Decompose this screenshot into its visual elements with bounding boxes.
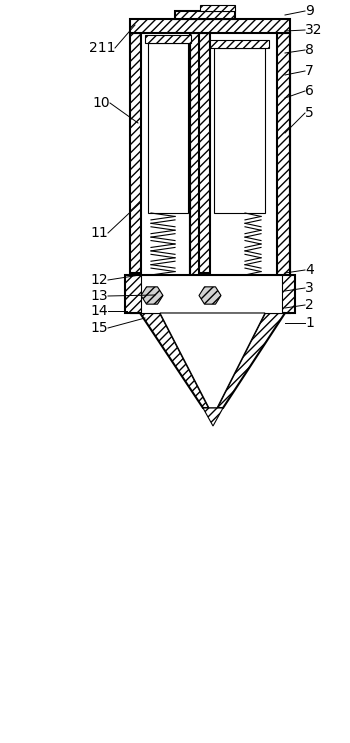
Bar	[214, 48, 265, 213]
Polygon shape	[217, 313, 285, 408]
Polygon shape	[199, 287, 221, 304]
Bar	[199, 33, 210, 273]
Text: 13: 13	[90, 289, 108, 303]
Bar	[145, 35, 191, 43]
Bar	[190, 33, 203, 278]
Bar	[148, 43, 188, 213]
Bar	[175, 11, 235, 19]
Bar	[210, 40, 269, 48]
Text: 7: 7	[305, 64, 314, 78]
Polygon shape	[141, 287, 163, 304]
Polygon shape	[140, 313, 209, 408]
Bar	[277, 33, 290, 278]
Text: 2: 2	[305, 298, 314, 312]
Bar	[141, 275, 282, 313]
Text: 4: 4	[305, 263, 314, 277]
Text: 8: 8	[305, 43, 314, 57]
Bar	[130, 19, 290, 33]
Bar	[200, 5, 235, 11]
Text: 15: 15	[90, 321, 108, 335]
Text: 11: 11	[90, 226, 108, 240]
Text: 32: 32	[305, 23, 322, 37]
Text: 12: 12	[90, 273, 108, 287]
Text: 10: 10	[92, 96, 110, 110]
Text: 5: 5	[305, 106, 314, 120]
Text: 1: 1	[305, 316, 314, 330]
Bar	[125, 275, 295, 313]
Bar	[141, 33, 199, 273]
Polygon shape	[160, 313, 265, 408]
Text: 3: 3	[305, 281, 314, 295]
Bar	[203, 33, 277, 278]
Text: 14: 14	[90, 304, 108, 318]
Bar	[130, 33, 141, 273]
Text: 211: 211	[89, 41, 115, 55]
Text: 6: 6	[305, 84, 314, 98]
Polygon shape	[203, 408, 223, 426]
Text: 9: 9	[305, 4, 314, 18]
